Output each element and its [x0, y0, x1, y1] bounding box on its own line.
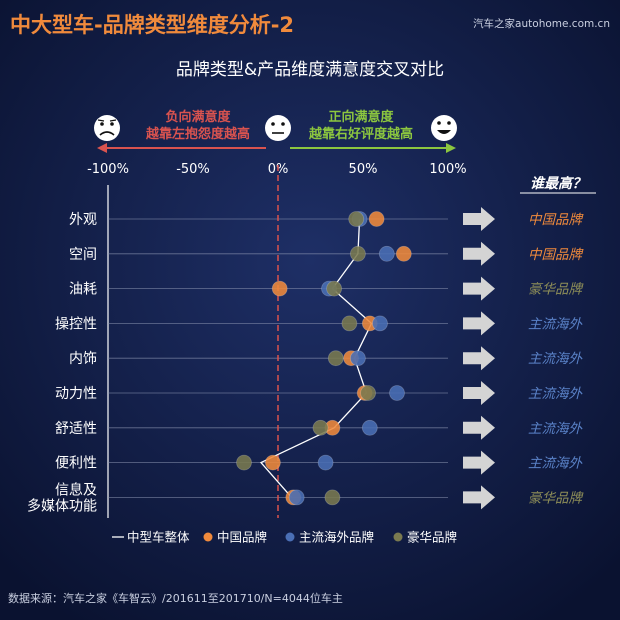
positive-arrow-head — [446, 143, 456, 153]
category-label: 动力性 — [55, 386, 97, 402]
series-point — [348, 211, 365, 227]
winner-label: 中国品牌 — [528, 247, 584, 263]
category-label: 外观 — [69, 212, 97, 228]
negative-subtitle: 越靠左抱怨度越高 — [145, 126, 250, 142]
chart-title: 品牌类型&产品维度满意度交叉对比 — [176, 60, 444, 80]
source-note: 数据来源：汽车之家《车智云》/201611至201710/N=4044位车主 — [8, 591, 343, 605]
right-arrow-icon — [463, 450, 495, 475]
series-point — [389, 385, 405, 401]
series-point — [271, 280, 288, 297]
right-arrow-icon — [463, 241, 495, 266]
legend-label: 主流海外品牌 — [299, 530, 374, 545]
winner-label: 主流海外 — [528, 421, 583, 437]
series-point — [349, 350, 366, 367]
legend-label: 中国品牌 — [217, 530, 267, 545]
category-label: 内饰 — [69, 351, 97, 367]
legend-swatch — [285, 532, 295, 542]
x-tick-label: 100% — [429, 162, 466, 177]
right-arrow-icon — [463, 381, 495, 405]
winner-label: 主流海外 — [528, 386, 583, 402]
happy-face-icon — [431, 115, 457, 141]
satisfaction-banner: 负向满意度 越靠左抱怨度越高 正向满意度 越靠右好评度越高 — [94, 109, 457, 153]
series-point — [361, 419, 378, 436]
right-arrow-icon — [463, 346, 495, 371]
legend-label: 豪华品牌 — [407, 530, 457, 545]
series-point — [288, 489, 305, 506]
negative-arrow-head — [97, 143, 107, 153]
category-label: 油耗 — [69, 282, 97, 298]
legend-swatch — [393, 532, 403, 542]
series-point — [378, 245, 395, 262]
winner-label: 豪华品牌 — [528, 282, 584, 298]
right-arrow-icon — [463, 485, 495, 510]
category-label: 便利性 — [55, 456, 97, 472]
category-label: 信息及多媒体功能 — [27, 481, 97, 514]
series-point — [236, 454, 252, 471]
watermark: 汽车之家autohome.com.cn — [473, 17, 610, 30]
winner-header: 谁最高？ — [530, 175, 586, 192]
category-label: 操控性 — [55, 316, 97, 332]
page-title: 中大型车-品牌类型维度分析-2 — [10, 13, 294, 37]
series-point — [312, 419, 329, 436]
x-tick-label: -100% — [87, 162, 129, 177]
right-arrow-icon — [463, 207, 495, 231]
legend-swatch — [203, 532, 213, 542]
right-arrow-icon — [463, 276, 495, 301]
neutral-face-icon — [265, 115, 291, 141]
series-point — [368, 211, 385, 227]
series-point — [372, 315, 388, 332]
series-point — [360, 385, 377, 401]
sad-face-icon — [94, 115, 120, 141]
winner-column: 谁最高？ 中国品牌中国品牌豪华品牌主流海外主流海外主流海外主流海外主流海外豪华品… — [463, 175, 596, 510]
winner-label: 主流海外 — [528, 316, 583, 332]
series-point — [324, 489, 341, 506]
right-arrow-icon — [463, 311, 495, 336]
positive-subtitle: 越靠右好评度越高 — [308, 126, 413, 142]
legend-label: 中型车整体 — [127, 530, 190, 545]
series-point — [326, 280, 343, 297]
winner-label: 主流海外 — [528, 456, 583, 472]
x-tick-label: 50% — [349, 162, 378, 177]
category-label: 空间 — [69, 247, 97, 263]
series-point — [395, 245, 412, 262]
winner-label: 豪华品牌 — [528, 490, 584, 506]
category-label: 舒适性 — [55, 421, 97, 437]
winner-label: 中国品牌 — [528, 212, 584, 228]
series-point — [317, 454, 334, 471]
x-axis: -100% -50% 0% 50% 100% — [87, 162, 467, 177]
legend: 中型车整体 中国品牌 主流海外品牌 豪华品牌 — [112, 530, 457, 545]
series-point — [349, 245, 366, 262]
negative-title: 负向满意度 — [165, 109, 231, 125]
series-layer — [236, 211, 412, 506]
series-point — [327, 350, 344, 367]
series-point — [264, 454, 281, 471]
positive-title: 正向满意度 — [328, 109, 394, 125]
winner-label: 主流海外 — [528, 351, 583, 367]
x-tick-label: -50% — [176, 162, 210, 177]
series-point — [341, 315, 358, 332]
right-arrow-icon — [463, 415, 495, 440]
